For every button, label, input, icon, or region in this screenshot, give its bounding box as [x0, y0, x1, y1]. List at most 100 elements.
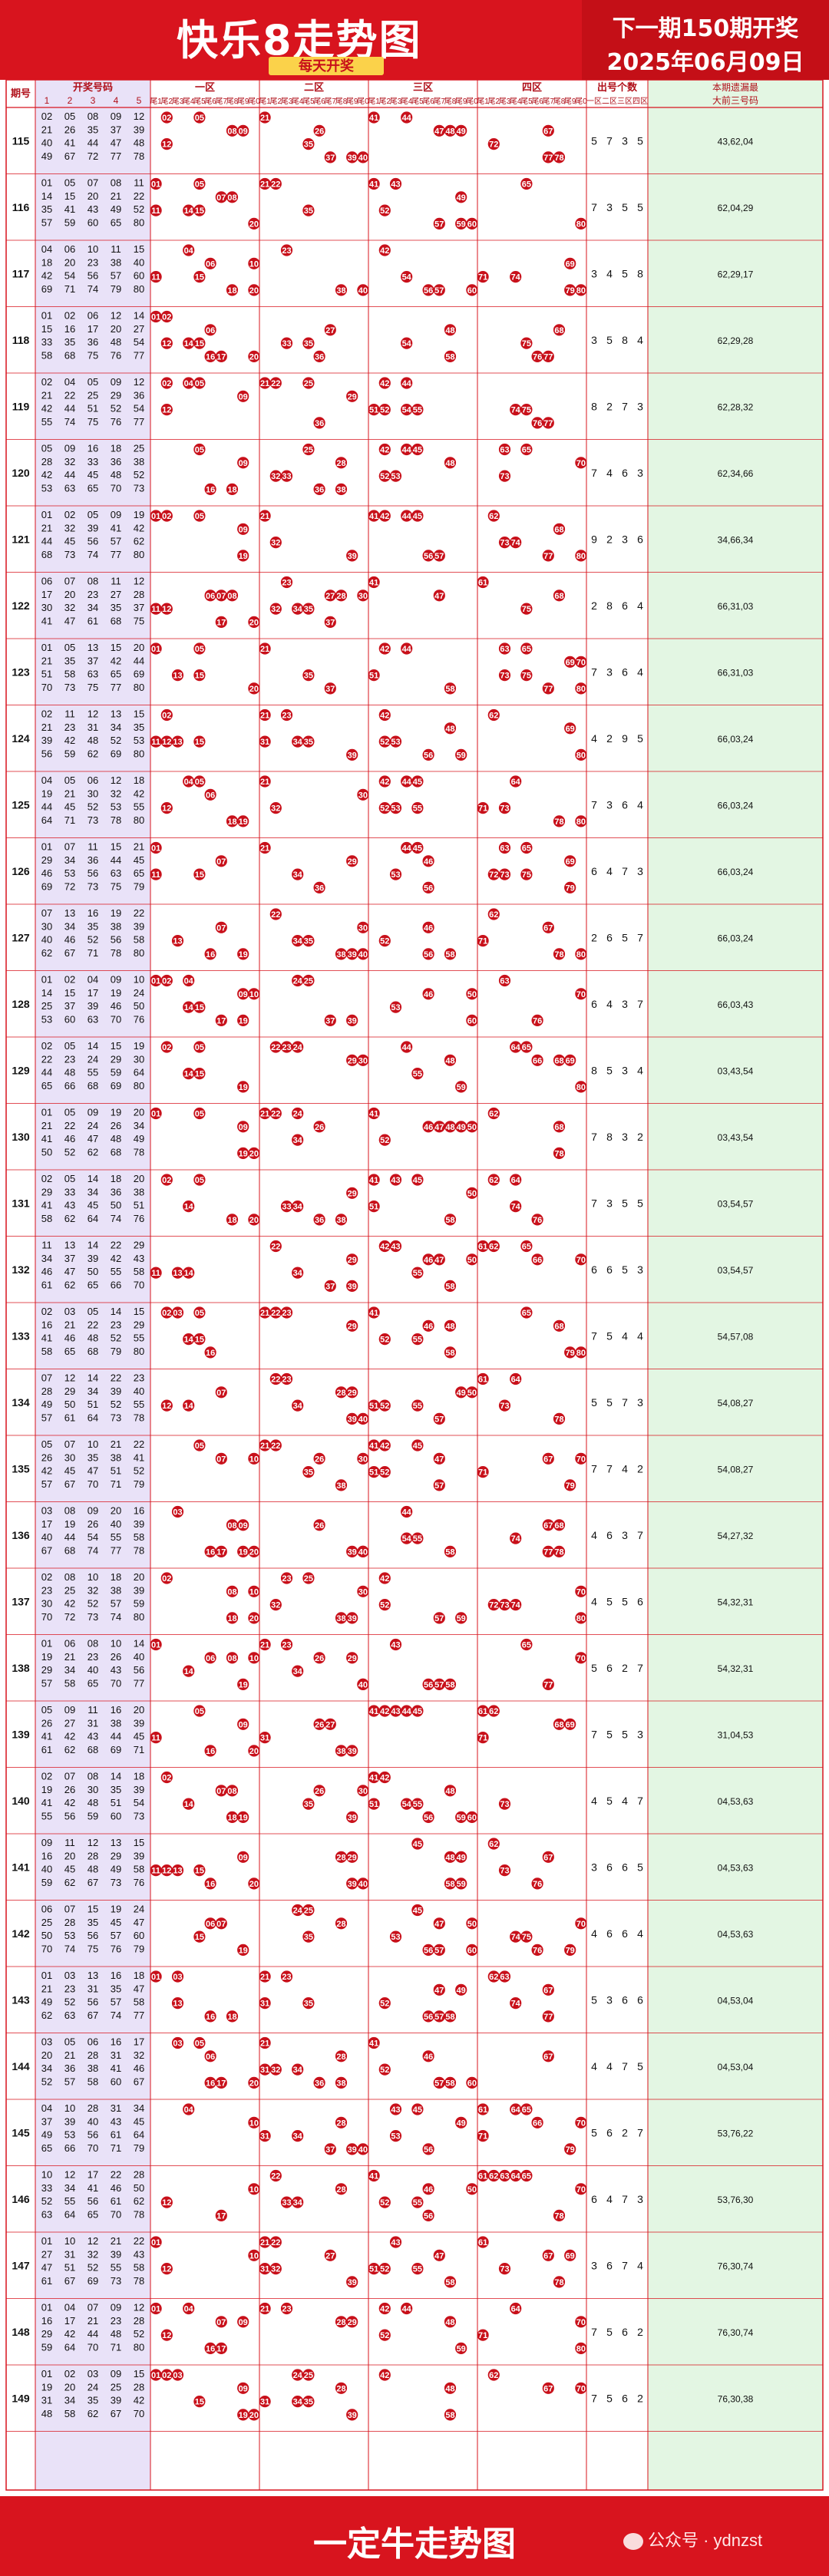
number-ball-label: 45 — [413, 1176, 422, 1185]
number-ball-label: 02 — [162, 379, 171, 388]
number-ball-label: 37 — [325, 154, 335, 163]
number-ball-label: 41 — [369, 579, 378, 588]
number-ball-label: 09 — [239, 990, 248, 999]
number-ball — [411, 443, 424, 456]
number-ball — [160, 310, 173, 323]
draw-number: 25 — [111, 2381, 121, 2393]
number-ball-label: 73 — [500, 1601, 509, 1610]
draw-number: 34 — [41, 2062, 52, 2074]
draw-number: 34 — [64, 920, 75, 932]
draw-number: 05 — [64, 1173, 75, 1184]
draw-number: 26 — [64, 1784, 75, 1795]
number-ball-label: 24 — [293, 1907, 303, 1916]
number-ball-label: 61 — [478, 2172, 487, 2181]
draw-number: 73 — [134, 1810, 144, 1821]
draw-number: 12 — [64, 1372, 75, 1384]
zone-count: 5 — [606, 1064, 613, 1076]
number-ball-label: 29 — [348, 392, 357, 401]
draw-number: 35 — [88, 920, 98, 932]
number-ball-label: 61 — [478, 1376, 487, 1385]
number-ball-label: 77 — [543, 2013, 553, 2022]
draw-number: 70 — [41, 1943, 52, 1954]
number-ball — [150, 510, 162, 522]
number-ball — [269, 1107, 282, 1120]
draw-number: 26 — [64, 124, 75, 135]
number-ball-label: 12 — [162, 1867, 171, 1876]
draw-number: 65 — [88, 2208, 98, 2220]
number-ball — [237, 1545, 249, 1557]
number-ball-label: 04 — [184, 379, 194, 388]
number-ball — [455, 1811, 467, 1823]
zone-count: 4 — [606, 267, 613, 279]
number-ball-label: 05 — [195, 2039, 204, 2049]
draw-number: 26 — [111, 1120, 121, 1131]
number-ball-label: 49 — [457, 127, 466, 136]
draw-number: 57 — [41, 216, 52, 228]
number-ball-label: 44 — [402, 844, 412, 854]
draw-number: 77 — [111, 1544, 121, 1556]
draw-number: 58 — [64, 669, 75, 680]
number-ball-label: 55 — [413, 2198, 422, 2208]
draw-number: 05 — [41, 1438, 52, 1450]
issue-number: 115 — [12, 134, 30, 147]
draw-number: 68 — [111, 1146, 121, 1158]
draw-number: 39 — [134, 1518, 144, 1530]
count-subheader: 四区 — [632, 97, 648, 106]
zone-count: 7 — [637, 1795, 643, 1807]
number-ball-label: 51 — [369, 1203, 378, 1212]
draw-number: 79 — [134, 2142, 144, 2154]
number-ball-label: 10 — [249, 259, 259, 269]
number-ball-label: 24 — [293, 1110, 303, 1119]
draw-number: 02 — [41, 708, 52, 720]
number-ball-label: 63 — [500, 844, 509, 854]
draw-number: 34 — [111, 722, 121, 733]
draw-number: 06 — [88, 2036, 98, 2048]
number-ball-label: 34 — [293, 870, 303, 880]
draw-number: 60 — [64, 1013, 75, 1025]
number-ball — [150, 177, 162, 190]
number-ball-label: 74 — [511, 539, 521, 548]
number-ball — [160, 974, 173, 987]
number-ball — [575, 988, 587, 1000]
number-ball-label: 28 — [336, 1920, 345, 1929]
number-ball-label: 36 — [315, 419, 324, 428]
number-ball — [433, 217, 445, 230]
zone-count: 4 — [606, 998, 613, 1010]
draw-number: 14 — [41, 190, 52, 202]
number-ball — [269, 177, 282, 190]
number-ball-label: 25 — [304, 379, 313, 388]
draw-number: 16 — [41, 1319, 52, 1330]
number-ball-label: 05 — [195, 1707, 204, 1716]
number-ball — [280, 576, 293, 589]
number-ball-label: 16 — [206, 1349, 215, 1358]
number-ball-label: 80 — [576, 286, 586, 296]
draw-number: 35 — [134, 722, 144, 733]
number-ball — [226, 1585, 239, 1597]
draw-number: 09 — [111, 509, 121, 520]
number-ball-label: 15 — [195, 273, 204, 282]
draw-number: 41 — [41, 1133, 52, 1144]
draw-number: 44 — [134, 655, 144, 666]
draw-number: 02 — [64, 310, 75, 322]
number-ball-label: 65 — [522, 1309, 531, 1318]
missing-numbers: 76,30,38 — [718, 2393, 754, 2404]
number-ball — [160, 138, 173, 150]
draw-number: 62 — [64, 1877, 75, 1888]
number-ball-label: 39 — [348, 1880, 357, 1889]
draw-number: 25 — [88, 389, 98, 401]
number-ball — [248, 217, 260, 230]
draw-number: 02 — [41, 1771, 52, 1782]
number-ball-label: 50 — [467, 1389, 477, 1398]
number-ball — [411, 1068, 424, 1080]
draw-number: 65 — [88, 1279, 98, 1290]
draw-number: 70 — [88, 2142, 98, 2154]
draw-number: 52 — [88, 934, 98, 946]
draw-number: 29 — [41, 1186, 52, 1197]
draw-number: 68 — [111, 615, 121, 626]
number-ball-label: 80 — [576, 950, 586, 959]
number-ball — [160, 1572, 173, 1584]
number-ball-label: 08 — [227, 1654, 236, 1663]
draw-number: 67 — [88, 1877, 98, 1888]
number-ball-label: 80 — [576, 1349, 586, 1358]
